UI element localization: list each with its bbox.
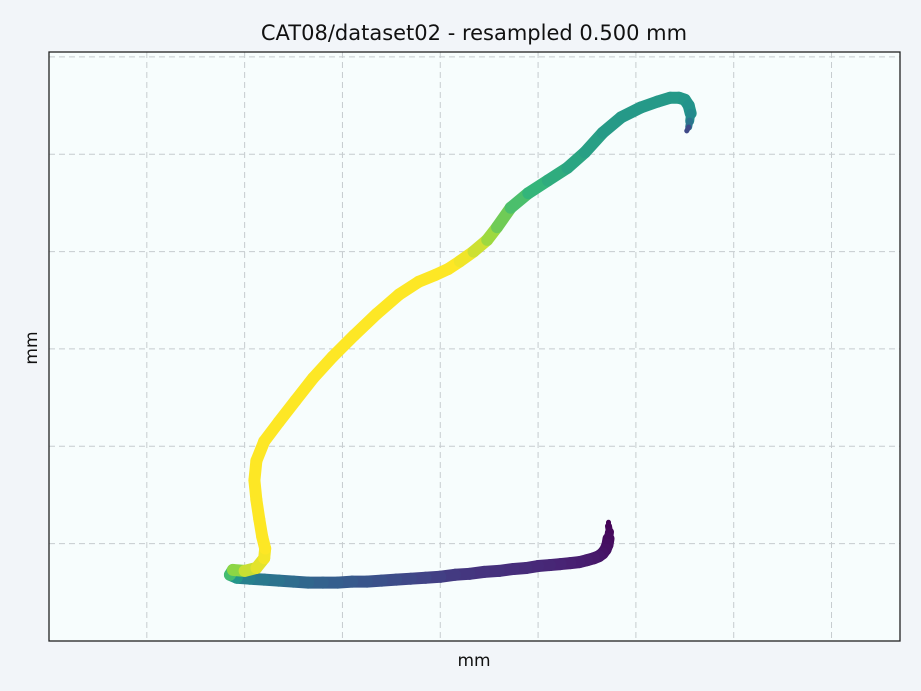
chart-title: CAT08/dataset02 - resampled 0.500 mm bbox=[261, 21, 687, 45]
plot-frame bbox=[48, 51, 901, 642]
x-axis-label: mm bbox=[457, 651, 490, 671]
plot-area bbox=[49, 52, 900, 641]
grid bbox=[49, 52, 900, 641]
centerline-path bbox=[223, 91, 697, 589]
path-segment bbox=[684, 124, 692, 134]
y-axis-label: mm bbox=[22, 331, 42, 364]
